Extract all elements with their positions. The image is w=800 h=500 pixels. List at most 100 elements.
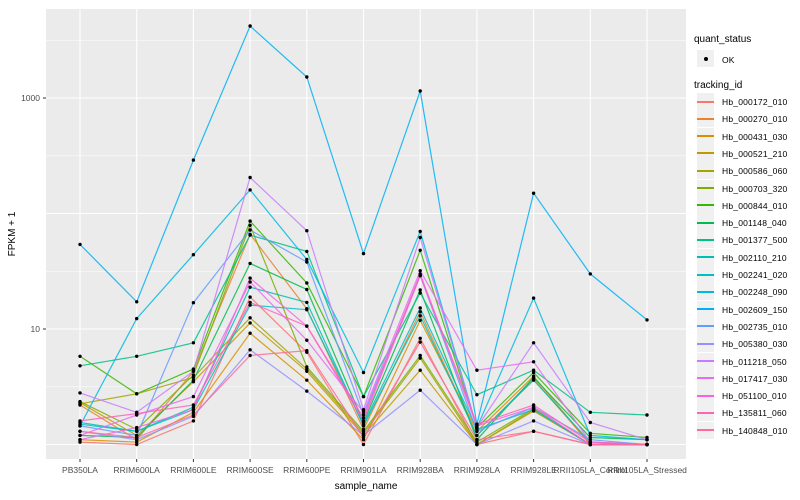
- data-point: [418, 336, 422, 340]
- data-point: [191, 301, 196, 305]
- data-point: [361, 410, 366, 414]
- legend-title-quant-status: quant_status: [694, 34, 752, 45]
- data-point: [248, 223, 252, 227]
- data-point: [475, 368, 479, 372]
- legend-line-swatch: [697, 169, 714, 172]
- data-point: [645, 438, 649, 442]
- point-marker-icon: [703, 56, 708, 61]
- legend-line-swatch: [697, 221, 714, 224]
- data-point: [305, 75, 309, 79]
- data-point: [305, 338, 309, 342]
- data-point: [135, 442, 139, 447]
- legend-key-box: [697, 196, 714, 214]
- legend-title-tracking-id: tracking_id: [694, 80, 743, 91]
- legend-label: Hb_011218_050: [722, 356, 787, 367]
- x-tick-label: RRIM928LA: [454, 465, 501, 475]
- x-tick-label: RRIM901LA: [340, 465, 387, 475]
- legend-label: Hb_002735_010: [722, 321, 788, 332]
- data-point: [135, 392, 139, 396]
- data-point: [248, 276, 252, 280]
- data-point: [191, 394, 196, 399]
- data-point: [531, 360, 536, 364]
- data-point: [418, 356, 422, 360]
- data-point: [418, 288, 422, 292]
- data-point: [645, 318, 649, 322]
- legend-label: Hb_002110_210: [722, 252, 787, 263]
- y-axis-title: FPKM + 1: [7, 211, 18, 256]
- legend-line-swatch: [697, 204, 714, 207]
- legend-label: Hb_005380_030: [722, 339, 788, 350]
- data-point: [191, 410, 196, 414]
- legend-key-box: [697, 127, 714, 145]
- data-point: [191, 341, 196, 345]
- data-point: [418, 306, 422, 310]
- data-point: [248, 353, 252, 358]
- data-point: [248, 188, 252, 192]
- data-point: [418, 272, 422, 276]
- data-point: [78, 354, 82, 358]
- data-point: [248, 321, 252, 325]
- data-point: [418, 89, 422, 93]
- legend-label: Hb_000703_320: [722, 183, 788, 194]
- data-point: [418, 353, 422, 358]
- legend-label: Hb_140848_010: [722, 425, 788, 436]
- legend-key-box: [697, 335, 714, 353]
- data-point: [191, 158, 196, 162]
- data-point: [191, 403, 196, 407]
- data-point: [135, 429, 139, 433]
- data-point: [418, 318, 422, 322]
- x-tick-label: RRIM600LA: [114, 465, 161, 475]
- legend-label: Hb_051100_010: [722, 391, 787, 402]
- data-point: [305, 257, 309, 262]
- legend-label: Hb_000270_010: [722, 114, 788, 125]
- data-point: [361, 251, 366, 256]
- legend-key-box: [697, 93, 714, 110]
- data-point: [305, 281, 309, 285]
- legend-line-swatch: [697, 429, 714, 432]
- legend-line-swatch: [697, 100, 714, 103]
- x-tick-label: RRIM600SE: [226, 465, 274, 475]
- data-point: [248, 285, 252, 289]
- data-point: [588, 410, 592, 414]
- data-point: [248, 228, 252, 232]
- legend-line-swatch: [697, 342, 714, 345]
- data-point: [361, 413, 366, 417]
- legend-line-swatch: [697, 394, 714, 397]
- data-point: [305, 365, 309, 369]
- data-point: [248, 24, 252, 28]
- legend-key-box: [697, 387, 714, 405]
- legend-label: Hb_000586_060: [722, 166, 788, 177]
- data-point: [475, 440, 479, 444]
- data-point: [248, 233, 252, 237]
- data-point: [305, 348, 309, 353]
- data-point: [361, 422, 366, 426]
- data-point: [588, 420, 592, 425]
- legend-key-box: [697, 179, 714, 197]
- legend-label: Hb_002241_020: [722, 270, 788, 280]
- legend-label: Hb_000521_210: [722, 148, 788, 159]
- data-point: [531, 429, 536, 433]
- data-point: [78, 391, 82, 395]
- data-point: [475, 422, 479, 426]
- data-point: [531, 191, 536, 195]
- data-point: [78, 419, 82, 423]
- x-tick-label: RRIM928LE: [510, 465, 557, 475]
- legend-line-swatch: [697, 135, 714, 138]
- legend-line-swatch: [697, 273, 714, 276]
- legend: quant_status OK tracking_id Hb_000172_01…: [688, 0, 800, 500]
- data-point: [191, 253, 196, 257]
- legend-line-swatch: [697, 187, 714, 189]
- data-point: [588, 442, 592, 447]
- data-point: [475, 442, 479, 447]
- legend-line-swatch: [697, 377, 714, 380]
- legend-key-box: [697, 421, 714, 439]
- legend-key-box: [697, 283, 714, 301]
- data-point: [191, 373, 196, 377]
- data-point: [361, 408, 366, 412]
- legend-label: Hb_000431_030: [722, 131, 788, 142]
- data-point: [531, 403, 536, 407]
- data-point: [248, 303, 252, 307]
- legend-label: Hb_135811_060: [722, 408, 787, 419]
- data-point: [248, 261, 252, 266]
- data-point: [135, 435, 139, 440]
